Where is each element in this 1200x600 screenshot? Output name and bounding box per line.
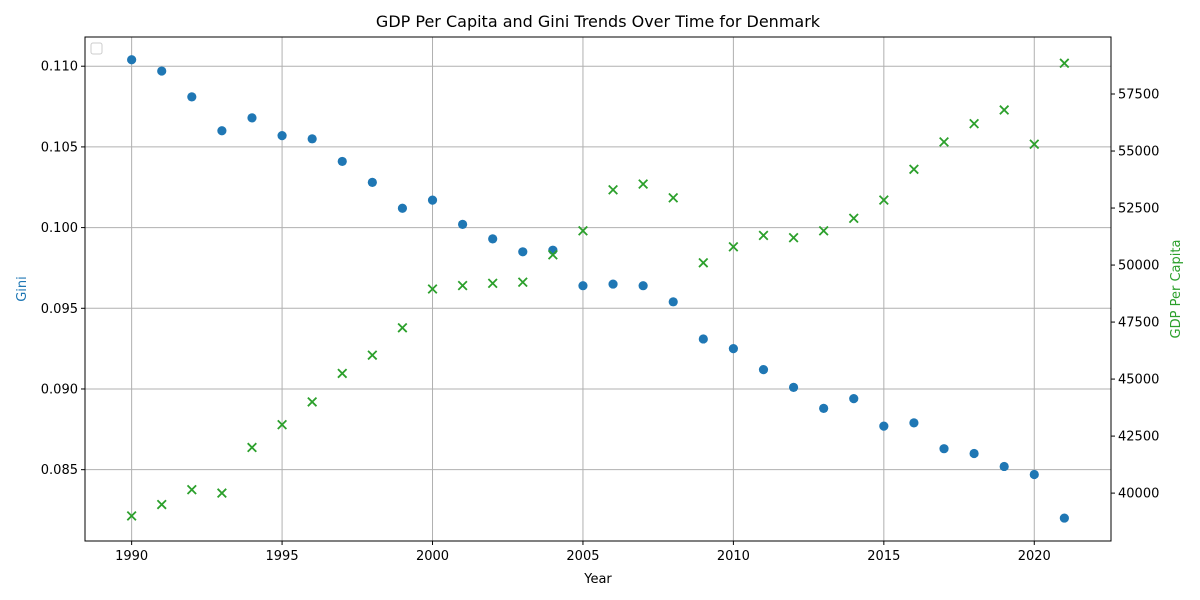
gridlines [85, 37, 1111, 541]
y-axis-right: 40000 42500 45000 47500 50000 52500 55000 57500 [1111, 88, 1159, 502]
gini-point [909, 418, 919, 428]
x-tick-label: 2015 [867, 549, 900, 564]
gini-point [999, 461, 1009, 472]
chart-title: GDP Per Capita and Gini Trends Over Time… [376, 12, 821, 31]
x-tick-label: 2000 [416, 549, 449, 564]
gini-point [277, 131, 287, 141]
gini-point [758, 365, 769, 375]
gdp-point [126, 510, 137, 521]
gini-point [247, 113, 257, 123]
gdp-point [216, 488, 227, 499]
gini-point [127, 55, 137, 65]
y-right-tick-label: 57500 [1118, 88, 1159, 103]
x-axis-title: Year [583, 572, 612, 587]
x-tick-label: 2010 [717, 549, 750, 564]
x-tick-label: 1990 [115, 549, 148, 564]
y-axis-left-title: Gini [15, 276, 30, 302]
y-right-tick-label: 50000 [1118, 259, 1159, 274]
gdp-point [908, 164, 919, 175]
y-left-tick-label: 0.085 [41, 463, 78, 478]
y-right-tick-label: 40000 [1118, 487, 1159, 502]
x-axis: 1990 1995 2000 2005 2010 2015 2020 [115, 541, 1051, 564]
gini-point [518, 247, 528, 257]
gdp-point [487, 278, 498, 289]
gini-point [548, 245, 558, 255]
gini-point [367, 177, 377, 188]
gini-point [668, 297, 678, 307]
data-points [126, 55, 1070, 523]
gdp-point [788, 232, 799, 243]
y-left-tick-label: 0.090 [41, 382, 78, 397]
gini-point [879, 421, 889, 431]
gdp-point [427, 284, 438, 294]
gdp-point [939, 136, 949, 147]
gdp-point [186, 484, 197, 495]
y-right-tick-label: 47500 [1118, 316, 1159, 331]
gini-point [397, 203, 408, 213]
gini-point [1059, 513, 1069, 523]
gdp-point [698, 257, 709, 268]
gini-point [849, 394, 859, 404]
gini-point [458, 219, 468, 229]
y-right-tick-label: 42500 [1118, 430, 1159, 445]
plot-frame [84, 36, 1112, 542]
gdp-point [1029, 139, 1040, 150]
gdp-point [247, 442, 257, 453]
gdp-point [457, 280, 468, 291]
gdp-point [668, 192, 679, 203]
gdp-point [638, 179, 649, 190]
gdp-point [848, 213, 859, 224]
gdp-point [608, 184, 618, 195]
gini-point [1029, 469, 1039, 480]
gini-point [698, 334, 708, 344]
gini-point [157, 66, 167, 76]
gdp-point [277, 419, 288, 430]
gini-point [819, 403, 829, 413]
gini-point [187, 92, 197, 102]
gini-point [337, 156, 347, 167]
gini-point [217, 126, 227, 136]
gdp-point [578, 225, 588, 236]
gini-point [728, 344, 738, 354]
gini-point [427, 195, 438, 205]
gini-point [788, 382, 799, 392]
gdp-point [969, 118, 980, 129]
gdp-point [156, 499, 167, 510]
y-left-tick-label: 0.095 [41, 302, 78, 317]
gdp-point [367, 350, 378, 361]
y-right-tick-label: 52500 [1118, 202, 1159, 217]
gdp-point [397, 322, 408, 333]
gini-point [608, 279, 618, 289]
gini-point [638, 281, 648, 291]
legend-box [90, 42, 103, 55]
plot-area [85, 37, 1111, 541]
gdp-point [878, 195, 889, 205]
y-right-tick-label: 45000 [1118, 373, 1159, 388]
x-tick-label: 1995 [266, 549, 299, 564]
gini-point [488, 234, 498, 244]
gdp-point [337, 368, 348, 379]
gdp-point [818, 225, 829, 236]
y-right-tick-label: 55000 [1118, 145, 1159, 160]
gdp-point [999, 105, 1010, 115]
gdp-point [517, 277, 528, 288]
x-tick-label: 2005 [566, 549, 599, 564]
y-axis-right-title: GDP Per Capita [1169, 240, 1184, 339]
gini-point [939, 444, 949, 454]
gdp-point [1059, 58, 1070, 69]
gdp-point [728, 241, 739, 252]
y-axis-left: 0.085 0.090 0.095 0.100 0.105 0.110 [41, 60, 85, 478]
gdp-point [547, 249, 558, 260]
x-tick-label: 2020 [1018, 549, 1051, 564]
y-left-tick-label: 0.100 [41, 221, 78, 236]
gdp-point [758, 230, 769, 241]
gini-point [307, 134, 317, 144]
y-left-tick-label: 0.110 [41, 60, 78, 75]
y-left-tick-label: 0.105 [41, 140, 78, 155]
gini-point [578, 281, 588, 291]
gini-point [969, 448, 979, 459]
gdp-point [307, 396, 318, 407]
